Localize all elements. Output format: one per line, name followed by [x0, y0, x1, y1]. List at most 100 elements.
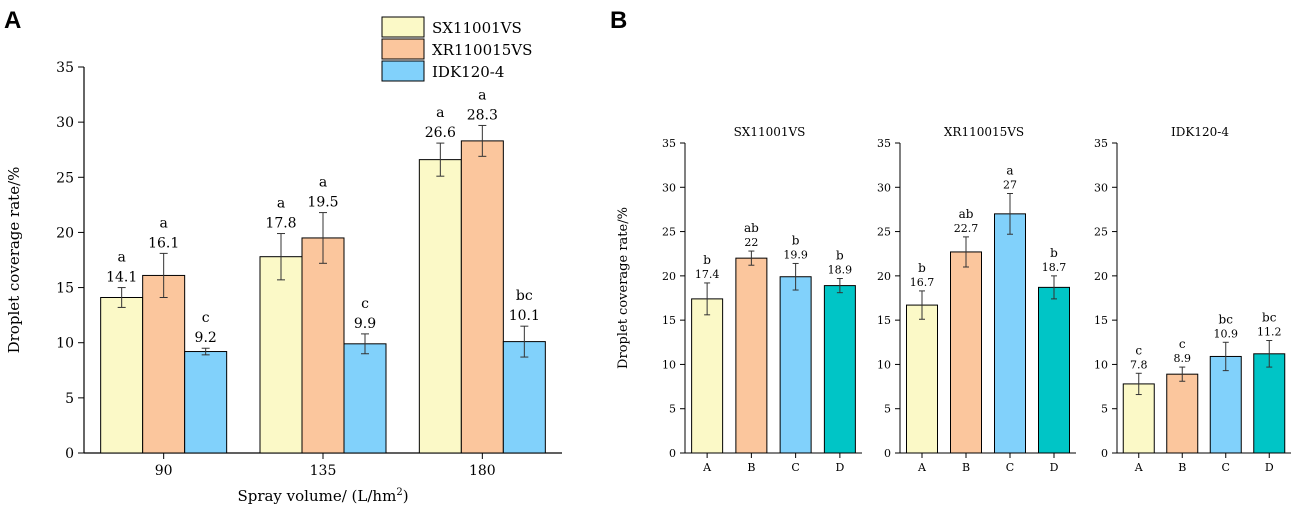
- y-tick-label: 35: [56, 60, 74, 76]
- y-tick-label: 15: [1094, 314, 1108, 327]
- data-label: 22.7: [954, 222, 979, 235]
- y-tick-label: 20: [662, 270, 676, 283]
- subchart-title: IDK120-4: [1171, 125, 1229, 139]
- significance-letter: bc: [1219, 312, 1234, 326]
- data-label: 8.9: [1174, 352, 1192, 365]
- significance-letter: bc: [1262, 311, 1277, 325]
- significance-letter: b: [792, 233, 800, 247]
- legend-swatch: [381, 38, 425, 60]
- data-label: 10.9: [1214, 327, 1239, 340]
- data-label: 16.1: [148, 235, 179, 251]
- x-tick-label: C: [1222, 461, 1230, 474]
- data-label: 19.5: [307, 195, 338, 211]
- legend-label: SX11001VS: [432, 19, 522, 37]
- bar: [343, 343, 387, 454]
- significance-letter: c: [1135, 343, 1142, 357]
- x-tick-label: D: [1265, 461, 1274, 474]
- y-tick-label: 30: [877, 181, 891, 194]
- significance-letter: a: [319, 175, 327, 191]
- bar: [100, 296, 144, 454]
- significance-letter: a: [1006, 163, 1013, 177]
- x-tick-label: 90: [155, 463, 173, 479]
- x-tick-label: 180: [469, 463, 496, 479]
- y-tick-label: 25: [877, 226, 891, 239]
- bar: [142, 274, 186, 454]
- data-label: 9.9: [354, 316, 376, 332]
- y-axis-title: Droplet coverage rate/%: [616, 207, 631, 369]
- data-label: 17.8: [265, 216, 296, 232]
- subchart-title: SX11001VS: [734, 125, 806, 139]
- x-tick-label: B: [1178, 461, 1186, 474]
- data-label: 18.7: [1042, 261, 1067, 274]
- bar: [1038, 286, 1070, 454]
- bar: [259, 256, 303, 454]
- data-label: 11.2: [1257, 326, 1282, 339]
- bar: [1166, 373, 1199, 454]
- data-label: 14.1: [106, 270, 137, 286]
- y-tick-label: 30: [662, 181, 676, 194]
- chart-a: 0 5 10 15 20 25 30 35 90 14.1 a 16.1 a 9.2 c 135 17.8 a 19…: [5, 16, 562, 505]
- significance-letter: c: [361, 296, 369, 312]
- data-label: 17.4: [695, 268, 720, 281]
- bar: [460, 140, 504, 454]
- bar: [994, 213, 1026, 454]
- significance-letter: a: [117, 250, 125, 266]
- data-label: 28.3: [467, 107, 498, 123]
- legend-label: XR110015VS: [432, 41, 532, 59]
- significance-letter: a: [478, 87, 486, 103]
- y-tick-label: 25: [56, 170, 74, 186]
- legend-swatch: [381, 60, 425, 82]
- subchart-title: XR110015VS: [944, 125, 1024, 139]
- y-tick-label: 30: [1094, 181, 1108, 194]
- x-tick-label: C: [1006, 461, 1014, 474]
- y-tick-label: 0: [65, 446, 74, 462]
- y-tick-label: 0: [669, 447, 676, 460]
- chart-b: 05101520253035SX11001VSA17.4bB22abC19.9b…: [616, 125, 1291, 474]
- y-tick-label: 5: [669, 403, 676, 416]
- y-tick-label: 25: [662, 226, 676, 239]
- bar: [502, 341, 546, 454]
- bar: [735, 257, 768, 454]
- significance-letter: ab: [744, 221, 759, 235]
- data-label: 9.2: [195, 330, 217, 346]
- bar: [184, 351, 228, 454]
- y-axis-title: Droplet coverage rate/%: [5, 167, 23, 354]
- y-tick-label: 20: [1094, 270, 1108, 283]
- bar: [1122, 383, 1155, 454]
- data-label: 19.9: [783, 248, 808, 261]
- y-tick-label: 5: [65, 391, 74, 407]
- bar: [779, 276, 812, 454]
- bar: [691, 298, 724, 454]
- y-tick-label: 0: [884, 447, 891, 460]
- x-tick-label: B: [962, 461, 970, 474]
- data-label: 18.9: [828, 264, 853, 277]
- x-axis-title: Spray volume/ (L/hm2): [237, 487, 408, 505]
- significance-letter: c: [1179, 337, 1186, 351]
- x-tick-label: A: [702, 461, 712, 474]
- bar: [1209, 355, 1242, 454]
- subchart-1: 05101520253035SX11001VSA17.4bB22abC19.9b…: [616, 125, 862, 474]
- x-tick-label: D: [1050, 461, 1059, 474]
- subchart-2: 05101520253035XR110015VSA16.7bB22.7abC27…: [877, 125, 1076, 474]
- significance-letter: a: [277, 196, 285, 212]
- x-tick-label: A: [917, 461, 927, 474]
- significance-letter: a: [436, 105, 444, 121]
- y-tick-label: 30: [56, 115, 74, 131]
- bar: [823, 285, 856, 454]
- y-tick-label: 20: [56, 225, 74, 241]
- bar: [418, 159, 462, 454]
- significance-letter: b: [703, 253, 711, 267]
- y-tick-label: 5: [884, 403, 891, 416]
- y-tick-label: 15: [877, 314, 891, 327]
- panel-label-a: A: [4, 7, 21, 34]
- x-tick-label: C: [791, 461, 799, 474]
- y-tick-label: 20: [877, 270, 891, 283]
- significance-letter: c: [202, 310, 210, 326]
- y-tick-label: 10: [1094, 358, 1108, 371]
- x-tick-label: A: [1134, 461, 1144, 474]
- significance-letter: bc: [516, 288, 533, 304]
- y-tick-label: 10: [662, 358, 676, 371]
- significance-letter: b: [918, 261, 926, 275]
- data-label: 27: [1003, 178, 1017, 191]
